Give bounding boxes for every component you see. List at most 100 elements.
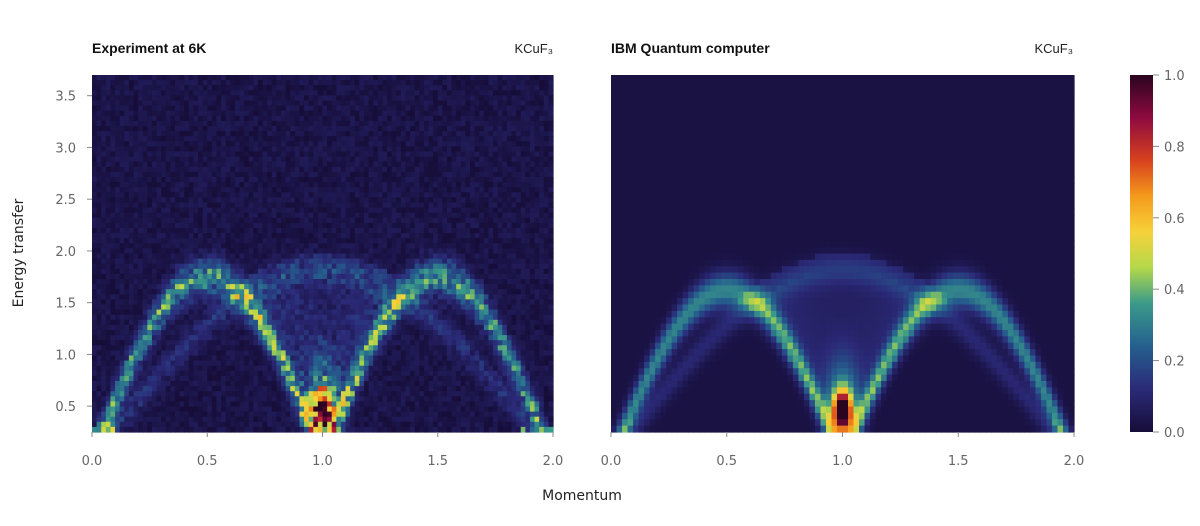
heatmap-cell xyxy=(290,192,296,198)
heatmap-cell xyxy=(142,90,148,96)
heatmap-cell xyxy=(133,263,139,270)
heatmap-cell xyxy=(442,110,448,117)
heatmap-cell xyxy=(253,171,259,178)
heatmap-cell xyxy=(543,309,549,316)
heatmap-cell xyxy=(317,95,324,102)
heatmap-cell xyxy=(202,294,208,300)
heatmap-cell xyxy=(327,263,333,270)
heatmap-cell xyxy=(202,202,208,209)
heatmap-cell xyxy=(423,228,430,234)
heatmap-cell xyxy=(262,233,268,239)
heatmap-cell xyxy=(488,233,494,239)
heatmap-cell xyxy=(345,233,351,239)
heatmap-cell xyxy=(336,228,342,234)
heatmap-cell xyxy=(216,299,222,306)
heatmap-cell xyxy=(525,120,531,127)
heatmap-cell xyxy=(340,100,347,107)
heatmap-cell xyxy=(234,263,241,270)
heatmap-cell xyxy=(516,100,522,107)
heatmap-cell xyxy=(110,268,116,275)
heatmap-cell xyxy=(133,182,139,188)
heatmap-cell xyxy=(428,279,434,285)
heatmap-cell xyxy=(165,161,171,168)
heatmap-cell xyxy=(400,192,407,198)
heatmap-cell xyxy=(285,192,291,198)
heatmap-cell xyxy=(437,115,443,122)
heatmap-cell xyxy=(119,141,125,147)
heatmap-cell xyxy=(460,141,467,147)
heatmap-cell xyxy=(377,294,384,300)
heatmap-cell xyxy=(474,304,480,311)
heatmap-cell xyxy=(354,177,360,183)
heatmap-cell xyxy=(525,299,531,306)
heatmap-cell xyxy=(221,289,227,295)
heatmap-cell xyxy=(539,120,545,127)
heatmap-cell xyxy=(377,319,384,326)
heatmap-cell xyxy=(470,166,476,173)
heatmap-cell xyxy=(110,146,116,153)
heatmap-cell xyxy=(359,284,365,290)
heatmap-cell xyxy=(539,146,545,153)
heatmap-cell xyxy=(511,161,517,168)
heatmap-cell xyxy=(285,228,291,234)
heatmap-cell xyxy=(262,304,268,311)
heatmap-cell xyxy=(151,233,158,239)
heatmap-cell xyxy=(548,299,554,306)
heatmap-cell xyxy=(373,304,379,311)
heatmap-cell xyxy=(511,253,517,260)
heatmap-cell xyxy=(244,177,250,183)
heatmap-cell xyxy=(470,115,476,122)
heatmap-cell xyxy=(396,202,402,209)
heatmap-cell xyxy=(239,156,245,163)
heatmap-cell xyxy=(516,319,522,326)
heatmap-cell xyxy=(363,268,370,275)
heatmap-cell xyxy=(391,314,397,321)
heatmap-cell xyxy=(248,253,254,260)
heatmap-cell xyxy=(322,90,328,96)
heatmap-cell xyxy=(239,324,245,331)
heatmap-cell xyxy=(354,253,360,260)
heatmap-cell xyxy=(174,228,181,234)
heatmap-cell xyxy=(202,131,208,137)
heatmap-cell xyxy=(216,192,222,198)
heatmap-cell xyxy=(317,299,324,306)
heatmap-cell xyxy=(543,120,549,127)
heatmap-cell xyxy=(382,263,388,270)
heatmap-cell xyxy=(470,80,476,86)
heatmap-cell xyxy=(262,248,268,255)
heatmap-cell xyxy=(400,75,407,81)
heatmap-cell xyxy=(460,284,467,290)
heatmap-cell xyxy=(276,141,282,147)
heatmap-cell xyxy=(179,126,185,132)
heatmap-cell xyxy=(433,85,439,91)
heatmap-cell xyxy=(534,131,540,137)
heatmap-cell xyxy=(304,314,310,321)
heatmap-cell xyxy=(317,243,324,249)
heatmap-cell xyxy=(377,228,384,234)
heatmap-cell xyxy=(225,233,231,239)
heatmap-cell xyxy=(446,248,453,255)
heatmap-cell xyxy=(156,166,162,173)
heatmap-cell xyxy=(359,217,365,224)
heatmap-cell xyxy=(525,309,531,316)
heatmap-cell xyxy=(373,309,379,316)
heatmap-cell xyxy=(234,309,241,316)
heatmap-cell xyxy=(202,279,208,285)
heatmap-cell xyxy=(423,324,430,331)
heatmap-cell xyxy=(377,212,384,219)
heatmap-cell xyxy=(133,146,139,153)
heatmap-cell xyxy=(96,115,102,122)
heatmap-cell xyxy=(290,284,296,290)
heatmap-cell xyxy=(497,279,503,285)
heatmap-cell xyxy=(451,289,457,295)
heatmap-cell xyxy=(483,126,490,132)
heatmap-cell xyxy=(502,248,508,255)
heatmap-cell xyxy=(502,268,508,275)
heatmap-cell xyxy=(161,141,167,147)
heatmap-cell xyxy=(419,304,425,311)
heatmap-cell xyxy=(244,289,250,295)
heatmap-cell xyxy=(479,228,485,234)
heatmap-cell xyxy=(433,156,439,163)
heatmap-cell xyxy=(202,289,208,295)
heatmap-cell xyxy=(451,110,457,117)
